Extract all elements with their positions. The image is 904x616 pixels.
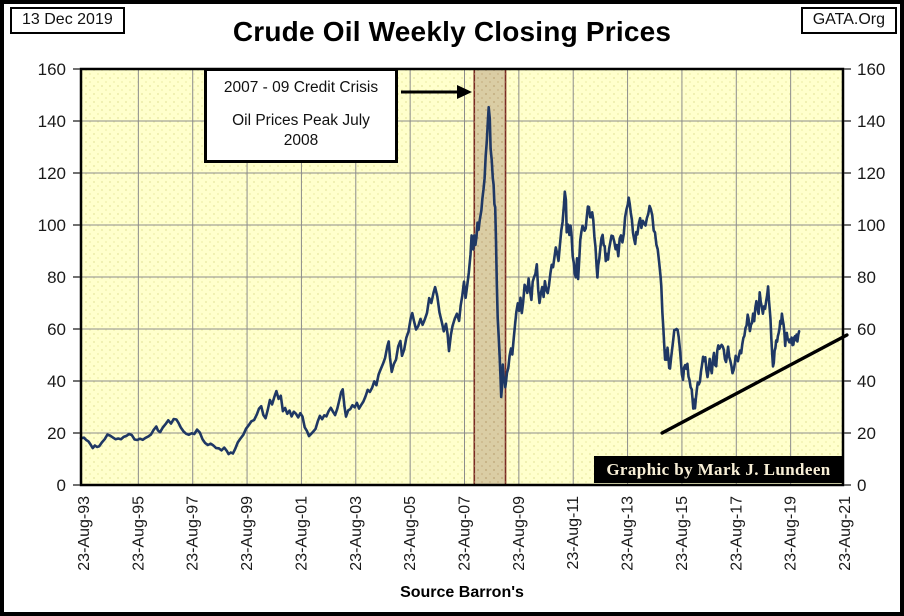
- plot-border: [79, 67, 845, 487]
- x-tick: 23-Aug-11: [565, 496, 582, 570]
- x-tick: 23-Aug-93: [76, 496, 93, 571]
- x-tick: 23-Aug-07: [457, 496, 474, 571]
- y-tick-right: 120: [857, 164, 885, 183]
- chart-title: Crude Oil Weekly Closing Prices: [232, 16, 672, 47]
- y-tick-left: 40: [47, 372, 66, 391]
- y-axis-labels: 0 0 20 20 40 40 60 60 80 80 100 100 120 120 140 140 160 1…: [38, 60, 886, 495]
- x-tick: 23-Aug-99: [239, 496, 256, 571]
- x-tick: 23-Aug-05: [402, 496, 419, 571]
- x-tick: 23-Aug-17: [728, 496, 745, 571]
- y-tick-right: 100: [857, 216, 885, 235]
- y-tick-left: 160: [38, 60, 66, 79]
- x-tick: 23-Aug-09: [511, 496, 528, 571]
- author-badge: Graphic by Mark J. Lundeen: [594, 456, 843, 483]
- y-tick-right: 0: [857, 476, 866, 495]
- x-tick: 23-Aug-95: [130, 496, 147, 571]
- crude-oil-chart: 0 0 20 20 40 40 60 60 80 80 100 100 120 120 140 140 160 1…: [38, 60, 886, 571]
- x-tick: 23-Aug-01: [293, 496, 310, 571]
- x-tick: 23-Aug-97: [185, 496, 202, 571]
- x-tick: 23-Aug-03: [348, 496, 365, 571]
- y-tick-left: 100: [38, 216, 66, 235]
- x-axis-labels: 23-Aug-93 23-Aug-95 23-Aug-97 23-Aug-99 23-A…: [76, 496, 854, 571]
- y-tick-right: 40: [857, 372, 876, 391]
- site-box: GATA.Org: [800, 7, 897, 34]
- y-tick-right: 20: [857, 424, 876, 443]
- price-line: [79, 105, 801, 456]
- source-label: Source Barron's: [400, 584, 524, 601]
- x-tick: 23-Aug-19: [783, 496, 800, 571]
- trendline: [660, 333, 849, 435]
- annotation-line2: Oil Prices Peak July 2008: [232, 111, 370, 149]
- x-tick: 23-Aug-13: [620, 496, 637, 571]
- y-tick-right: 160: [857, 60, 885, 79]
- y-tick-left: 0: [57, 476, 66, 495]
- y-tick-left: 120: [38, 164, 66, 183]
- y-tick-left: 140: [38, 112, 66, 131]
- date-box: 13 Dec 2019: [10, 7, 125, 34]
- x-tick: 23-Aug-15: [674, 496, 691, 571]
- y-tick-right: 80: [857, 268, 876, 287]
- y-tick-right: 60: [857, 320, 876, 339]
- y-tick-left: 20: [47, 424, 66, 443]
- annotation-arrow: [401, 85, 472, 99]
- x-tick: 23-Aug-21: [837, 496, 854, 571]
- y-tick-left: 60: [47, 320, 66, 339]
- y-tick-left: 80: [47, 268, 66, 287]
- y-tick-right: 140: [857, 112, 885, 131]
- plot: 0 0 20 20 40 40 60 60 80 80 100 100 120 120 140 140 160 1…: [38, 60, 886, 571]
- annotation-line1: 2007 - 09 Credit Crisis: [223, 79, 379, 96]
- credit-crisis-annotation: 2007 - 09 Credit Crisis Oil Prices Peak …: [204, 68, 398, 163]
